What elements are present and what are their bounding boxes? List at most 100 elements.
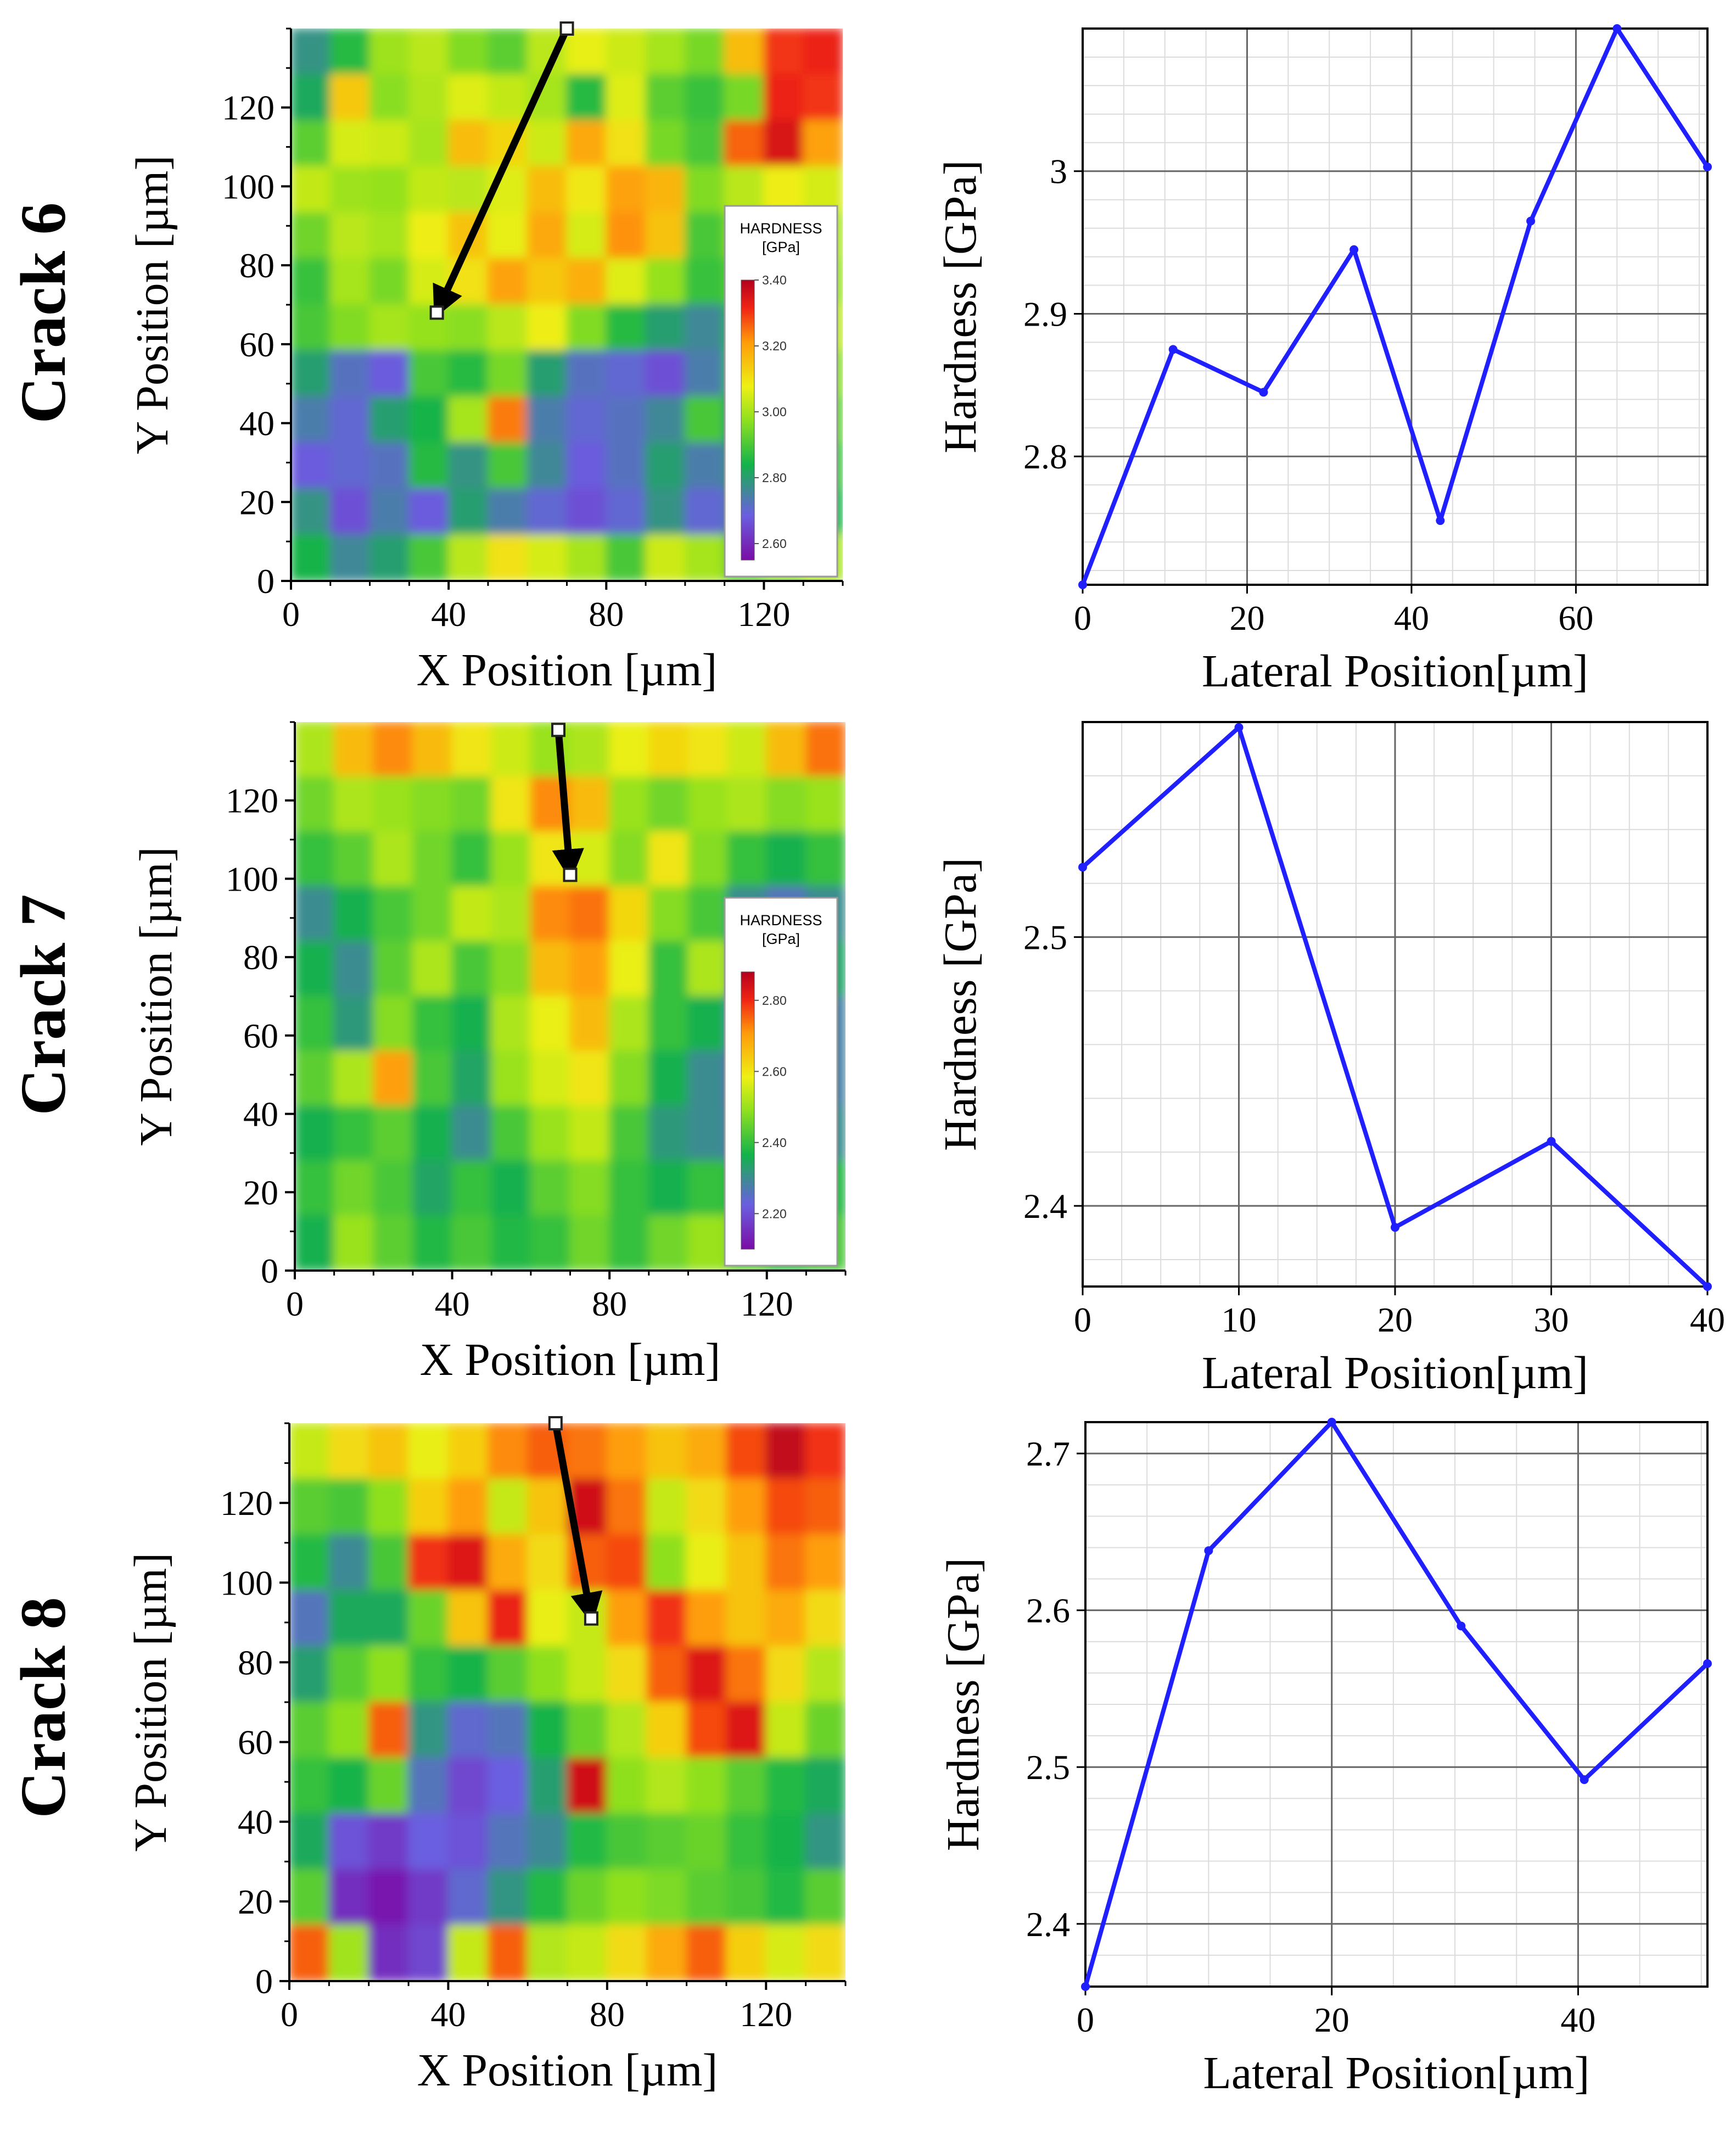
hardness-cell xyxy=(333,941,374,997)
hardness-cell xyxy=(645,534,686,581)
colorbar-legend: HARDNESS [GPa] 2.80 2.60 2.40 2.20 xyxy=(724,897,838,1267)
hardness-cell xyxy=(408,1646,449,1703)
hardness-cell xyxy=(686,1813,727,1870)
colorbar-tick-label: 2.80 xyxy=(762,993,787,1008)
hardness-cell xyxy=(765,1423,807,1480)
hardness-cell xyxy=(369,304,410,351)
hardness-cell xyxy=(609,1160,649,1217)
hardness-cell xyxy=(606,1534,648,1591)
hardness-cell xyxy=(295,722,335,778)
hardness-cell xyxy=(724,29,765,75)
hardness-cell xyxy=(606,534,647,581)
hardness-cell xyxy=(684,166,725,214)
x-tick-label: 20 xyxy=(1314,2000,1349,2039)
hardness-cell xyxy=(328,1590,369,1647)
hardness-cell xyxy=(448,304,489,351)
hardness-cell xyxy=(765,1869,807,1926)
hardness-cell xyxy=(725,1534,767,1591)
hardness-cell xyxy=(289,1869,330,1926)
hardness-cell xyxy=(606,120,647,167)
hardness-cell xyxy=(803,29,843,75)
hardness-cell xyxy=(727,831,768,887)
hardness-cell xyxy=(567,1423,608,1480)
hardness-cell xyxy=(766,831,807,887)
x-tick-label: 40 xyxy=(1690,1300,1725,1339)
x-tick-label: 0 xyxy=(286,1284,304,1323)
hardness-cell xyxy=(412,1050,453,1107)
hardness-cell xyxy=(527,534,568,581)
hardness-cell xyxy=(606,488,647,536)
hardness-cell xyxy=(412,1160,453,1217)
hardness-cell xyxy=(295,886,335,942)
hardness-cell xyxy=(530,1160,571,1217)
hardness-cell xyxy=(687,1215,728,1271)
hardness-cell xyxy=(684,396,725,444)
x-tick-label: 0 xyxy=(282,595,300,634)
hardness-cell xyxy=(566,488,607,536)
y-tick-label: 100 xyxy=(226,859,278,898)
hardness-cell xyxy=(448,120,489,167)
hardness-cell xyxy=(645,120,686,167)
hardness-cell xyxy=(805,1590,845,1647)
hardness-cell xyxy=(447,1590,489,1647)
hardness-cell xyxy=(527,212,568,260)
hardness-cell xyxy=(368,1478,410,1536)
hardness-cell xyxy=(373,722,413,778)
hardness-cell xyxy=(487,258,528,305)
hardness-cell xyxy=(645,350,686,398)
hardness-cell xyxy=(408,488,450,536)
hardness-cell xyxy=(725,1646,767,1703)
colorbar-tick-label: 3.00 xyxy=(762,405,787,419)
hardness-cell xyxy=(645,166,686,214)
hardness-data-point xyxy=(1234,723,1244,732)
x-tick-label: 60 xyxy=(1558,599,1593,637)
hardness-map-crack-6: 0 40 80 120 0 20 40 60 80 100 120 X Position [µm] Y … xyxy=(127,21,844,696)
hardness-cell xyxy=(329,534,371,581)
hardness-cell xyxy=(763,120,804,167)
y-tick-label: 100 xyxy=(220,1563,273,1602)
hardness-data-point xyxy=(1259,388,1268,397)
hardness-cell xyxy=(527,396,568,444)
colorbar-tick-label: 2.60 xyxy=(762,536,787,551)
hardness-cell xyxy=(566,442,607,490)
hardness-cell xyxy=(566,258,607,305)
hardness-cell xyxy=(645,304,686,351)
colorbar-legend: HARDNESS [GPa] 3.40 3.20 3.00 2.80 2.60 xyxy=(724,205,838,578)
hardness-cell xyxy=(487,488,528,536)
hardness-cell xyxy=(527,1478,568,1536)
x-tick-label: 40 xyxy=(431,595,466,634)
hardness-cell xyxy=(687,776,728,832)
hardness-cell xyxy=(412,776,453,832)
hardness-cell xyxy=(530,995,571,1052)
hardness-cell xyxy=(369,212,410,260)
hardness-cell xyxy=(369,120,410,167)
hardness-cell xyxy=(328,1646,369,1703)
hardness-cell xyxy=(609,941,649,997)
colorbar-tick-label: 2.20 xyxy=(762,1206,787,1221)
hardness-cell xyxy=(530,1105,571,1162)
hardness-cell xyxy=(408,1813,449,1870)
hardness-cell xyxy=(766,776,807,832)
hardness-cell xyxy=(333,722,374,778)
hardness-cell xyxy=(328,1925,369,1981)
hardness-cell xyxy=(291,534,331,581)
hardness-cell xyxy=(566,120,607,167)
hardness-cell xyxy=(686,1925,727,1981)
hardness-cell xyxy=(487,1869,529,1926)
y-tick-label: 80 xyxy=(239,246,275,285)
hardness-cell xyxy=(487,1813,529,1870)
hardness-cell xyxy=(329,120,371,167)
hardness-data-point xyxy=(1168,345,1178,354)
hardness-data-point xyxy=(1547,1137,1556,1146)
hardness-cell xyxy=(328,1813,369,1870)
hardness-cell xyxy=(451,776,492,832)
hardness-cell xyxy=(727,776,768,832)
hardness-series-line xyxy=(1080,26,1710,586)
hardness-cell xyxy=(491,831,531,887)
hardness-cell xyxy=(408,1757,449,1815)
y-axis-label: Hardness [GPa] xyxy=(938,1558,989,1851)
hardness-cell xyxy=(569,941,611,997)
hardness-cell xyxy=(448,350,489,398)
hardness-cell xyxy=(295,831,335,887)
hardness-cell xyxy=(766,722,807,778)
